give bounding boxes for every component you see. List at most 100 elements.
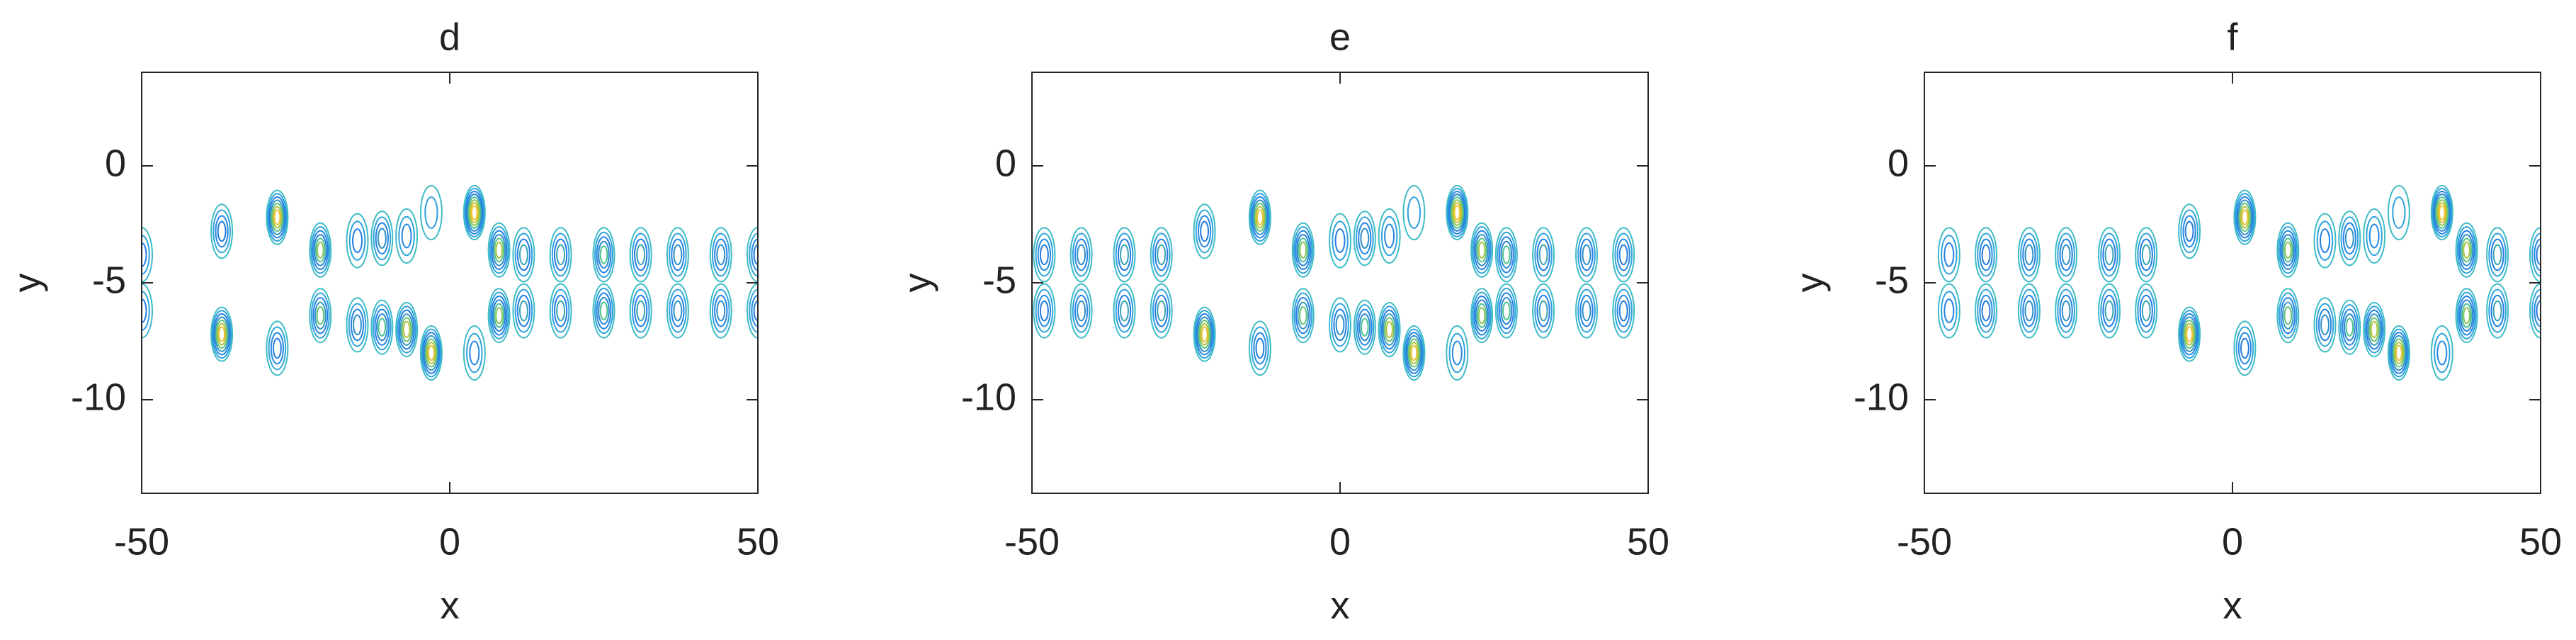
contour-line <box>2235 193 2255 242</box>
contour-line <box>1193 203 1216 259</box>
contour-line <box>419 185 443 240</box>
contour-line <box>218 326 226 342</box>
contour-line <box>426 342 436 364</box>
contour-line <box>1941 291 1958 331</box>
contour-line <box>1476 237 1487 263</box>
contour-line <box>2531 288 2541 333</box>
contour-line <box>2100 288 2118 333</box>
contour-line <box>631 288 650 333</box>
contour-line <box>352 228 363 254</box>
contour-line <box>1115 232 1134 277</box>
contour-line <box>666 227 689 283</box>
contour-line <box>2434 193 2451 232</box>
contour-line <box>1451 340 1463 366</box>
contour-line <box>518 300 528 322</box>
contour-line <box>2104 244 2114 266</box>
contour-line <box>2463 241 2470 259</box>
contour-line <box>398 215 415 257</box>
contour-line <box>1251 326 1269 371</box>
y-tick-label: 0 <box>1888 142 1909 184</box>
contour-line <box>398 309 415 350</box>
plot-area <box>1033 185 1635 381</box>
contour-line <box>2178 306 2201 362</box>
contour-line <box>2102 238 2116 271</box>
x-tick-label: -50 <box>114 520 169 563</box>
contour-line <box>669 232 687 277</box>
contour-line <box>2456 226 2477 274</box>
contour-line <box>2368 223 2380 249</box>
contour-line <box>1975 227 1997 283</box>
contour-line <box>512 283 535 339</box>
contour-line <box>397 305 416 354</box>
contour-line <box>1193 306 1216 362</box>
contour-line <box>2102 294 2116 327</box>
contour-line <box>749 232 758 277</box>
contour-line <box>272 337 282 359</box>
contour-line <box>1256 209 1264 225</box>
contour-line <box>1154 238 1169 271</box>
contour-line <box>714 238 728 271</box>
contour-line <box>2391 335 2407 371</box>
contour-line <box>1577 232 1596 277</box>
contour-line <box>1355 304 1375 351</box>
contour-line <box>1252 199 1268 235</box>
contour-line <box>1197 215 1212 248</box>
contour-line <box>1293 226 1313 274</box>
contour-line <box>1382 313 1397 346</box>
contour-line <box>636 244 646 266</box>
contour-line <box>268 326 287 371</box>
contour-line <box>1450 196 1464 229</box>
contour-line <box>1355 216 1374 261</box>
contour-line <box>2184 322 2194 346</box>
contour-line <box>217 220 227 242</box>
contour-line <box>2139 294 2153 327</box>
contour-line <box>2338 299 2361 355</box>
contour-line <box>1494 283 1518 339</box>
contour-line <box>2098 227 2121 283</box>
contour-line <box>2137 232 2156 277</box>
contour-line <box>1475 299 1489 332</box>
y-tick-label: -10 <box>1854 376 1909 418</box>
contour-line <box>549 283 572 339</box>
contour-line <box>1378 208 1401 264</box>
contour-line <box>490 230 508 271</box>
contour-line <box>373 216 392 261</box>
contour-line <box>1582 300 1591 322</box>
contour-line <box>666 283 689 339</box>
contour-line <box>2278 292 2298 339</box>
contour-line <box>2438 205 2446 220</box>
contour-line <box>1334 228 1346 254</box>
contour-line <box>1074 294 1089 327</box>
contour-line <box>1353 299 1376 355</box>
contour-line <box>314 301 327 330</box>
x-tick-label: 50 <box>2519 520 2562 563</box>
contour-line <box>1361 318 1369 337</box>
y-tick-label: -10 <box>71 376 126 418</box>
contour-line <box>2180 209 2198 254</box>
contour-line <box>1477 307 1486 325</box>
contour-line <box>425 338 438 368</box>
contour-line <box>549 227 572 283</box>
plot-area <box>142 185 758 381</box>
contour-line <box>1194 310 1215 359</box>
contour-line <box>2430 325 2453 381</box>
x-tick-label: 0 <box>1329 520 1351 563</box>
contour-line <box>2394 342 2404 364</box>
contour-line <box>310 292 330 339</box>
contour-line <box>267 193 288 242</box>
axes-box <box>141 72 759 494</box>
contour-line <box>2237 199 2252 235</box>
contour-line <box>1473 295 1490 336</box>
contour-line <box>2281 301 2294 330</box>
contour-line <box>1448 332 1466 374</box>
contour-line <box>2432 191 2451 235</box>
contour-line <box>402 320 411 339</box>
contour-line <box>1446 188 1468 237</box>
contour-line <box>2345 318 2354 337</box>
contour-line <box>1295 297 1311 335</box>
contour-line <box>1384 317 1395 342</box>
contour-line <box>2181 316 2197 352</box>
contour-line <box>747 283 758 339</box>
contour-line <box>489 226 509 274</box>
